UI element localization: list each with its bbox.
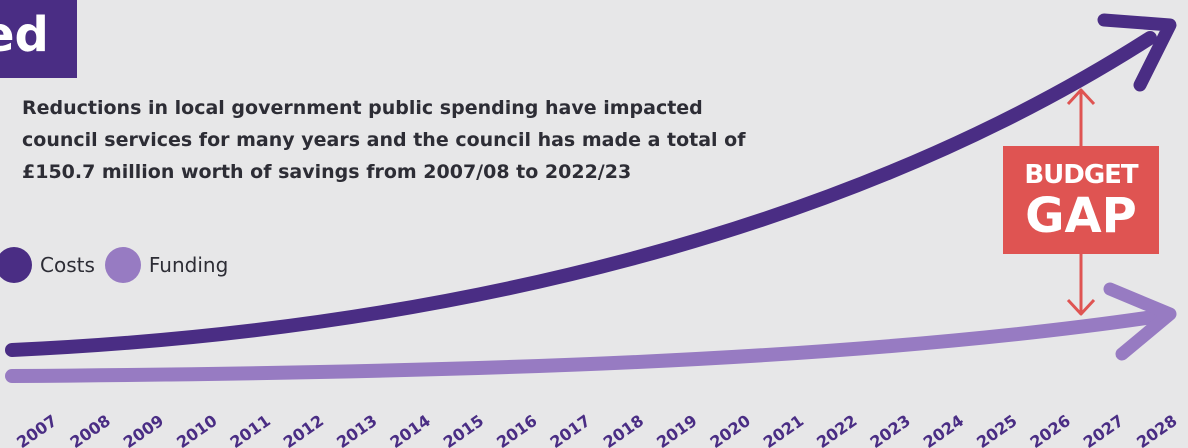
legend-label-funding: Funding <box>148 253 229 277</box>
x-tick-label-2020: 2020 <box>706 411 753 448</box>
x-tick-label-2023: 2023 <box>866 411 913 448</box>
series-line-funding <box>5 309 1167 383</box>
x-tick-label-2011: 2011 <box>226 411 273 448</box>
x-tick-label-2022: 2022 <box>813 411 860 448</box>
legend-item-costs: Costs <box>0 247 95 283</box>
budget-gap-arrowhead-bottom <box>1066 298 1096 316</box>
description-text: Reductions in local government public sp… <box>22 97 746 183</box>
budget-gap-label-line2: GAP <box>1025 188 1137 244</box>
x-tick-label-2028: 2028 <box>1133 411 1180 448</box>
x-tick-label-2012: 2012 <box>280 411 327 448</box>
legend-swatch-funding <box>104 247 141 283</box>
x-tick-label-2009: 2009 <box>120 411 167 448</box>
x-tick-label-2024: 2024 <box>920 411 967 448</box>
chart-legend: Costs Funding <box>0 247 238 283</box>
budget-gap-label-line1: BUDGET <box>1024 160 1138 190</box>
x-tick-label-2019: 2019 <box>653 411 700 448</box>
page-title: ed <box>0 7 49 63</box>
legend-item-funding: Funding <box>104 247 229 283</box>
x-axis-tick-labels: 2007 2008 2009 2010 2011 2012 2013 2014 2015 2016… <box>13 411 1180 448</box>
legend-swatch-costs <box>0 247 32 283</box>
series-arrowhead-costs <box>1097 13 1177 92</box>
x-tick-label-2026: 2026 <box>1026 411 1073 448</box>
x-tick-label-2014: 2014 <box>386 411 433 448</box>
x-tick-label-2015: 2015 <box>440 411 487 448</box>
x-tick-label-2025: 2025 <box>973 411 1020 448</box>
x-tick-label-2027: 2027 <box>1080 411 1127 448</box>
x-tick-label-2007: 2007 <box>13 411 60 448</box>
budget-gap-label: BUDGET GAP <box>1003 146 1159 254</box>
x-tick-label-2008: 2008 <box>66 411 113 448</box>
series-arrowhead-funding <box>1103 282 1177 361</box>
budget-gap-arrowhead-top <box>1066 88 1096 106</box>
x-tick-label-2017: 2017 <box>546 411 593 448</box>
x-tick-label-2010: 2010 <box>173 411 220 448</box>
title-banner: ed <box>0 0 77 78</box>
x-tick-label-2016: 2016 <box>493 411 540 448</box>
legend-label-costs: Costs <box>40 253 95 277</box>
series-line-costs <box>5 31 1157 357</box>
x-tick-label-2021: 2021 <box>760 411 807 448</box>
x-tick-label-2013: 2013 <box>333 411 380 448</box>
x-tick-label-2018: 2018 <box>600 411 647 448</box>
